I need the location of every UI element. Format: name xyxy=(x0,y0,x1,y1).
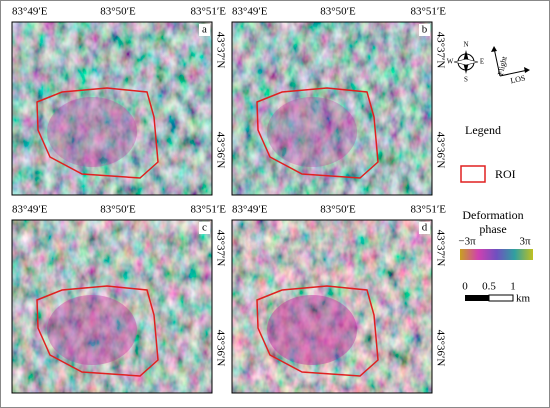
compass-e: E xyxy=(480,58,484,66)
los-arrow-head xyxy=(524,67,530,73)
panel-label-bg xyxy=(199,24,210,36)
interferogram xyxy=(12,22,212,195)
lon-label: 83°49′E xyxy=(12,204,48,216)
roi-label: ROI xyxy=(495,167,516,181)
lon-label: 83°49′E xyxy=(232,204,268,216)
lat-label: 43°37′N xyxy=(214,230,226,267)
compass-w: W xyxy=(447,58,454,66)
panel-border xyxy=(231,219,433,394)
deformation-zone xyxy=(47,97,137,167)
lon-label: 83°50′E xyxy=(320,6,356,18)
scale-tick: 0 xyxy=(462,281,468,293)
colorbar-min: −3π xyxy=(458,236,476,248)
panel-label-bg xyxy=(199,222,210,234)
los-label: LOS xyxy=(510,73,527,85)
lon-label: 83°49′E xyxy=(12,6,48,18)
scale-bar xyxy=(488,294,514,302)
compass-n: N xyxy=(463,41,468,49)
scale-tick: 1 xyxy=(510,281,516,293)
colorbar-max: 3π xyxy=(519,236,531,248)
roi-outline xyxy=(36,87,159,179)
deformation-zone xyxy=(267,295,357,365)
lat-label: 43°36′N xyxy=(434,132,446,169)
lat-label: 43°37′N xyxy=(434,32,446,69)
panel-border xyxy=(11,21,213,196)
scale-bar xyxy=(465,295,489,301)
compass-s: S xyxy=(464,76,468,84)
lon-label: 83°51′E xyxy=(190,6,226,18)
lon-label: 83°49′E xyxy=(232,6,268,18)
lon-label: 83°51′E xyxy=(410,204,446,216)
panel-label: c xyxy=(202,222,207,234)
deformation-zone xyxy=(267,97,357,167)
interferogram xyxy=(12,220,212,393)
lon-label: 83°51′E xyxy=(190,204,226,216)
flight-label: Flight xyxy=(496,55,509,76)
lon-label: 83°50′E xyxy=(100,6,136,18)
lon-label: 83°51′E xyxy=(410,6,446,18)
legend-title: Legend xyxy=(465,123,501,137)
colorbar-title: phase xyxy=(479,222,506,236)
deformation-zone xyxy=(47,295,137,365)
scale-tick: 0.5 xyxy=(482,281,496,293)
roi-outline xyxy=(256,87,379,179)
scale-unit: km xyxy=(516,293,531,305)
roi-outline xyxy=(36,285,159,377)
lon-label: 83°50′E xyxy=(100,204,136,216)
panel-label: b xyxy=(422,24,428,36)
lat-label: 43°37′N xyxy=(214,32,226,69)
interferogram xyxy=(232,220,432,393)
flight-arrow xyxy=(493,47,501,77)
lat-label: 43°36′N xyxy=(214,132,226,169)
panel-border xyxy=(11,219,213,394)
panel-label: d xyxy=(422,222,428,234)
roi-swatch xyxy=(460,165,486,183)
panel-label-bg xyxy=(419,24,430,36)
panel-label: a xyxy=(202,24,207,36)
los-arrow xyxy=(499,69,529,77)
roi-outline xyxy=(256,285,379,377)
panel-border xyxy=(231,21,433,196)
flight-arrow-head xyxy=(491,46,497,52)
compass: N S W E xyxy=(447,41,484,84)
lon-label: 83°50′E xyxy=(320,204,356,216)
lat-label: 43°36′N xyxy=(214,330,226,367)
interferogram xyxy=(232,22,432,195)
panel-label-bg xyxy=(419,222,430,234)
colorbar-title: Deformation xyxy=(462,208,523,222)
lat-label: 43°36′N xyxy=(434,330,446,367)
compass-needle xyxy=(453,58,479,66)
lat-label: 43°37′N xyxy=(434,230,446,267)
colorbar xyxy=(460,249,533,260)
